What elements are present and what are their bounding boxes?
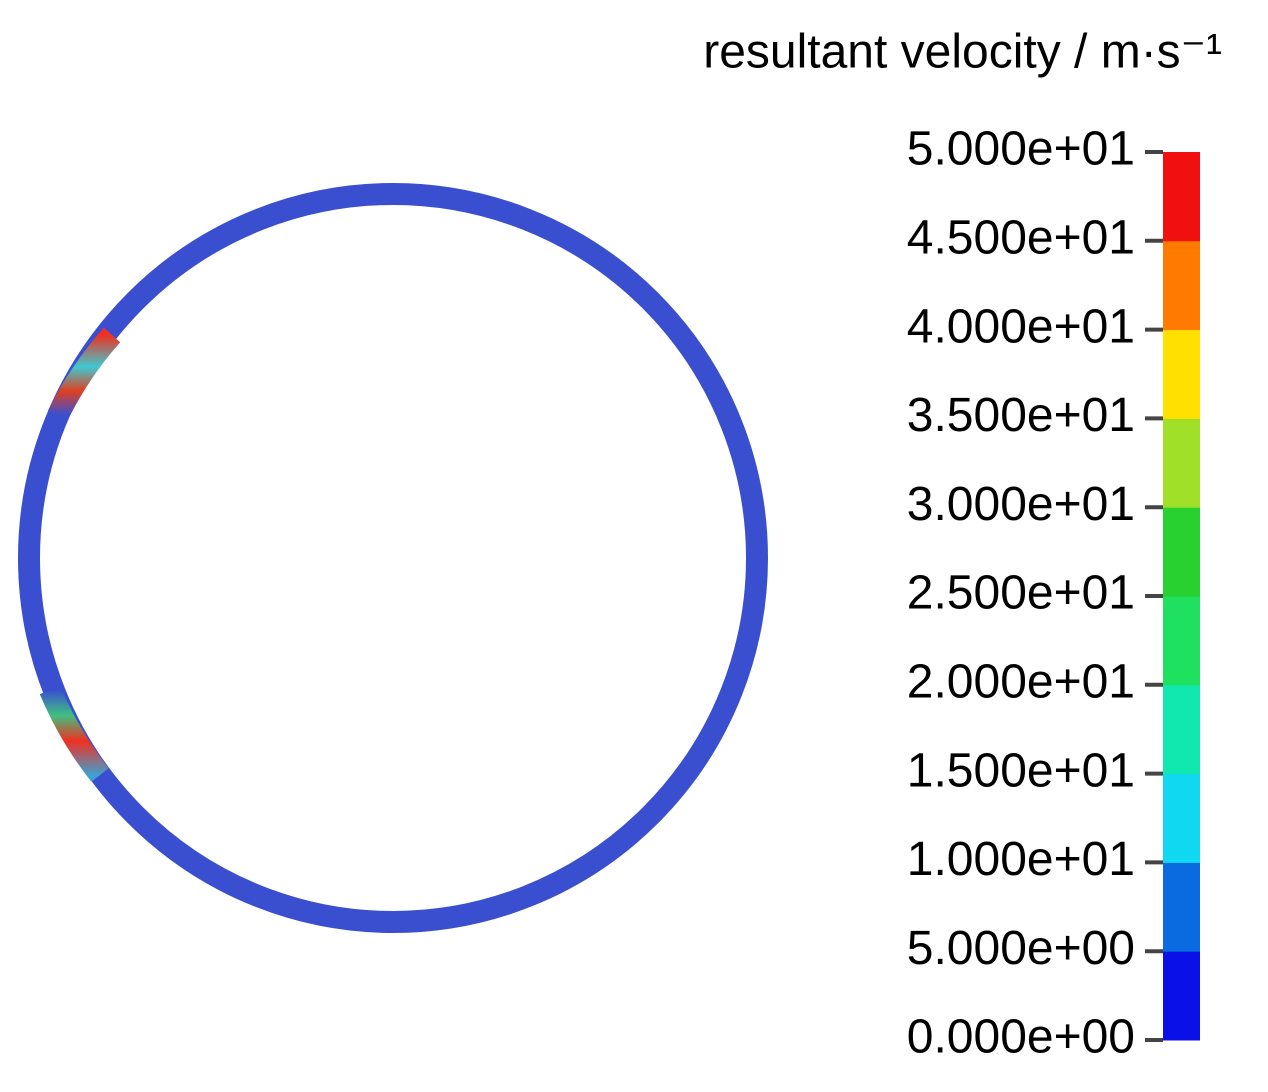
hotspot xyxy=(39,685,109,782)
colorbar-band xyxy=(1163,951,1200,1041)
colorbar-band xyxy=(1163,507,1200,597)
tick-label: 1.000e+01 xyxy=(907,833,1135,886)
tick-label: 5.000e+00 xyxy=(907,922,1135,975)
tick-label: 5.000e+01 xyxy=(907,123,1135,176)
tick-label: 4.500e+01 xyxy=(907,211,1135,264)
tick-label: 4.000e+01 xyxy=(907,300,1135,353)
tick-label: 1.500e+01 xyxy=(907,744,1135,797)
tick-label: 3.500e+01 xyxy=(907,389,1135,442)
colorbar-band xyxy=(1163,329,1200,419)
colorbar-band xyxy=(1163,596,1200,686)
tick-label: 3.000e+01 xyxy=(907,478,1135,531)
hotspot xyxy=(48,327,121,420)
colorbar-band xyxy=(1163,152,1200,242)
tick-label: 2.000e+01 xyxy=(907,655,1135,708)
colorbar-band xyxy=(1163,418,1200,508)
tick-label: 0.000e+00 xyxy=(907,1011,1135,1064)
colorbar-title: resultant velocity / m·s⁻¹ xyxy=(703,26,1222,79)
colorbar-band xyxy=(1163,684,1200,775)
colorbar-band xyxy=(1163,240,1200,331)
ring xyxy=(18,183,768,933)
colorbar-band xyxy=(1163,773,1200,863)
colorbar-band xyxy=(1163,862,1200,952)
tick-label: 2.500e+01 xyxy=(907,567,1135,620)
